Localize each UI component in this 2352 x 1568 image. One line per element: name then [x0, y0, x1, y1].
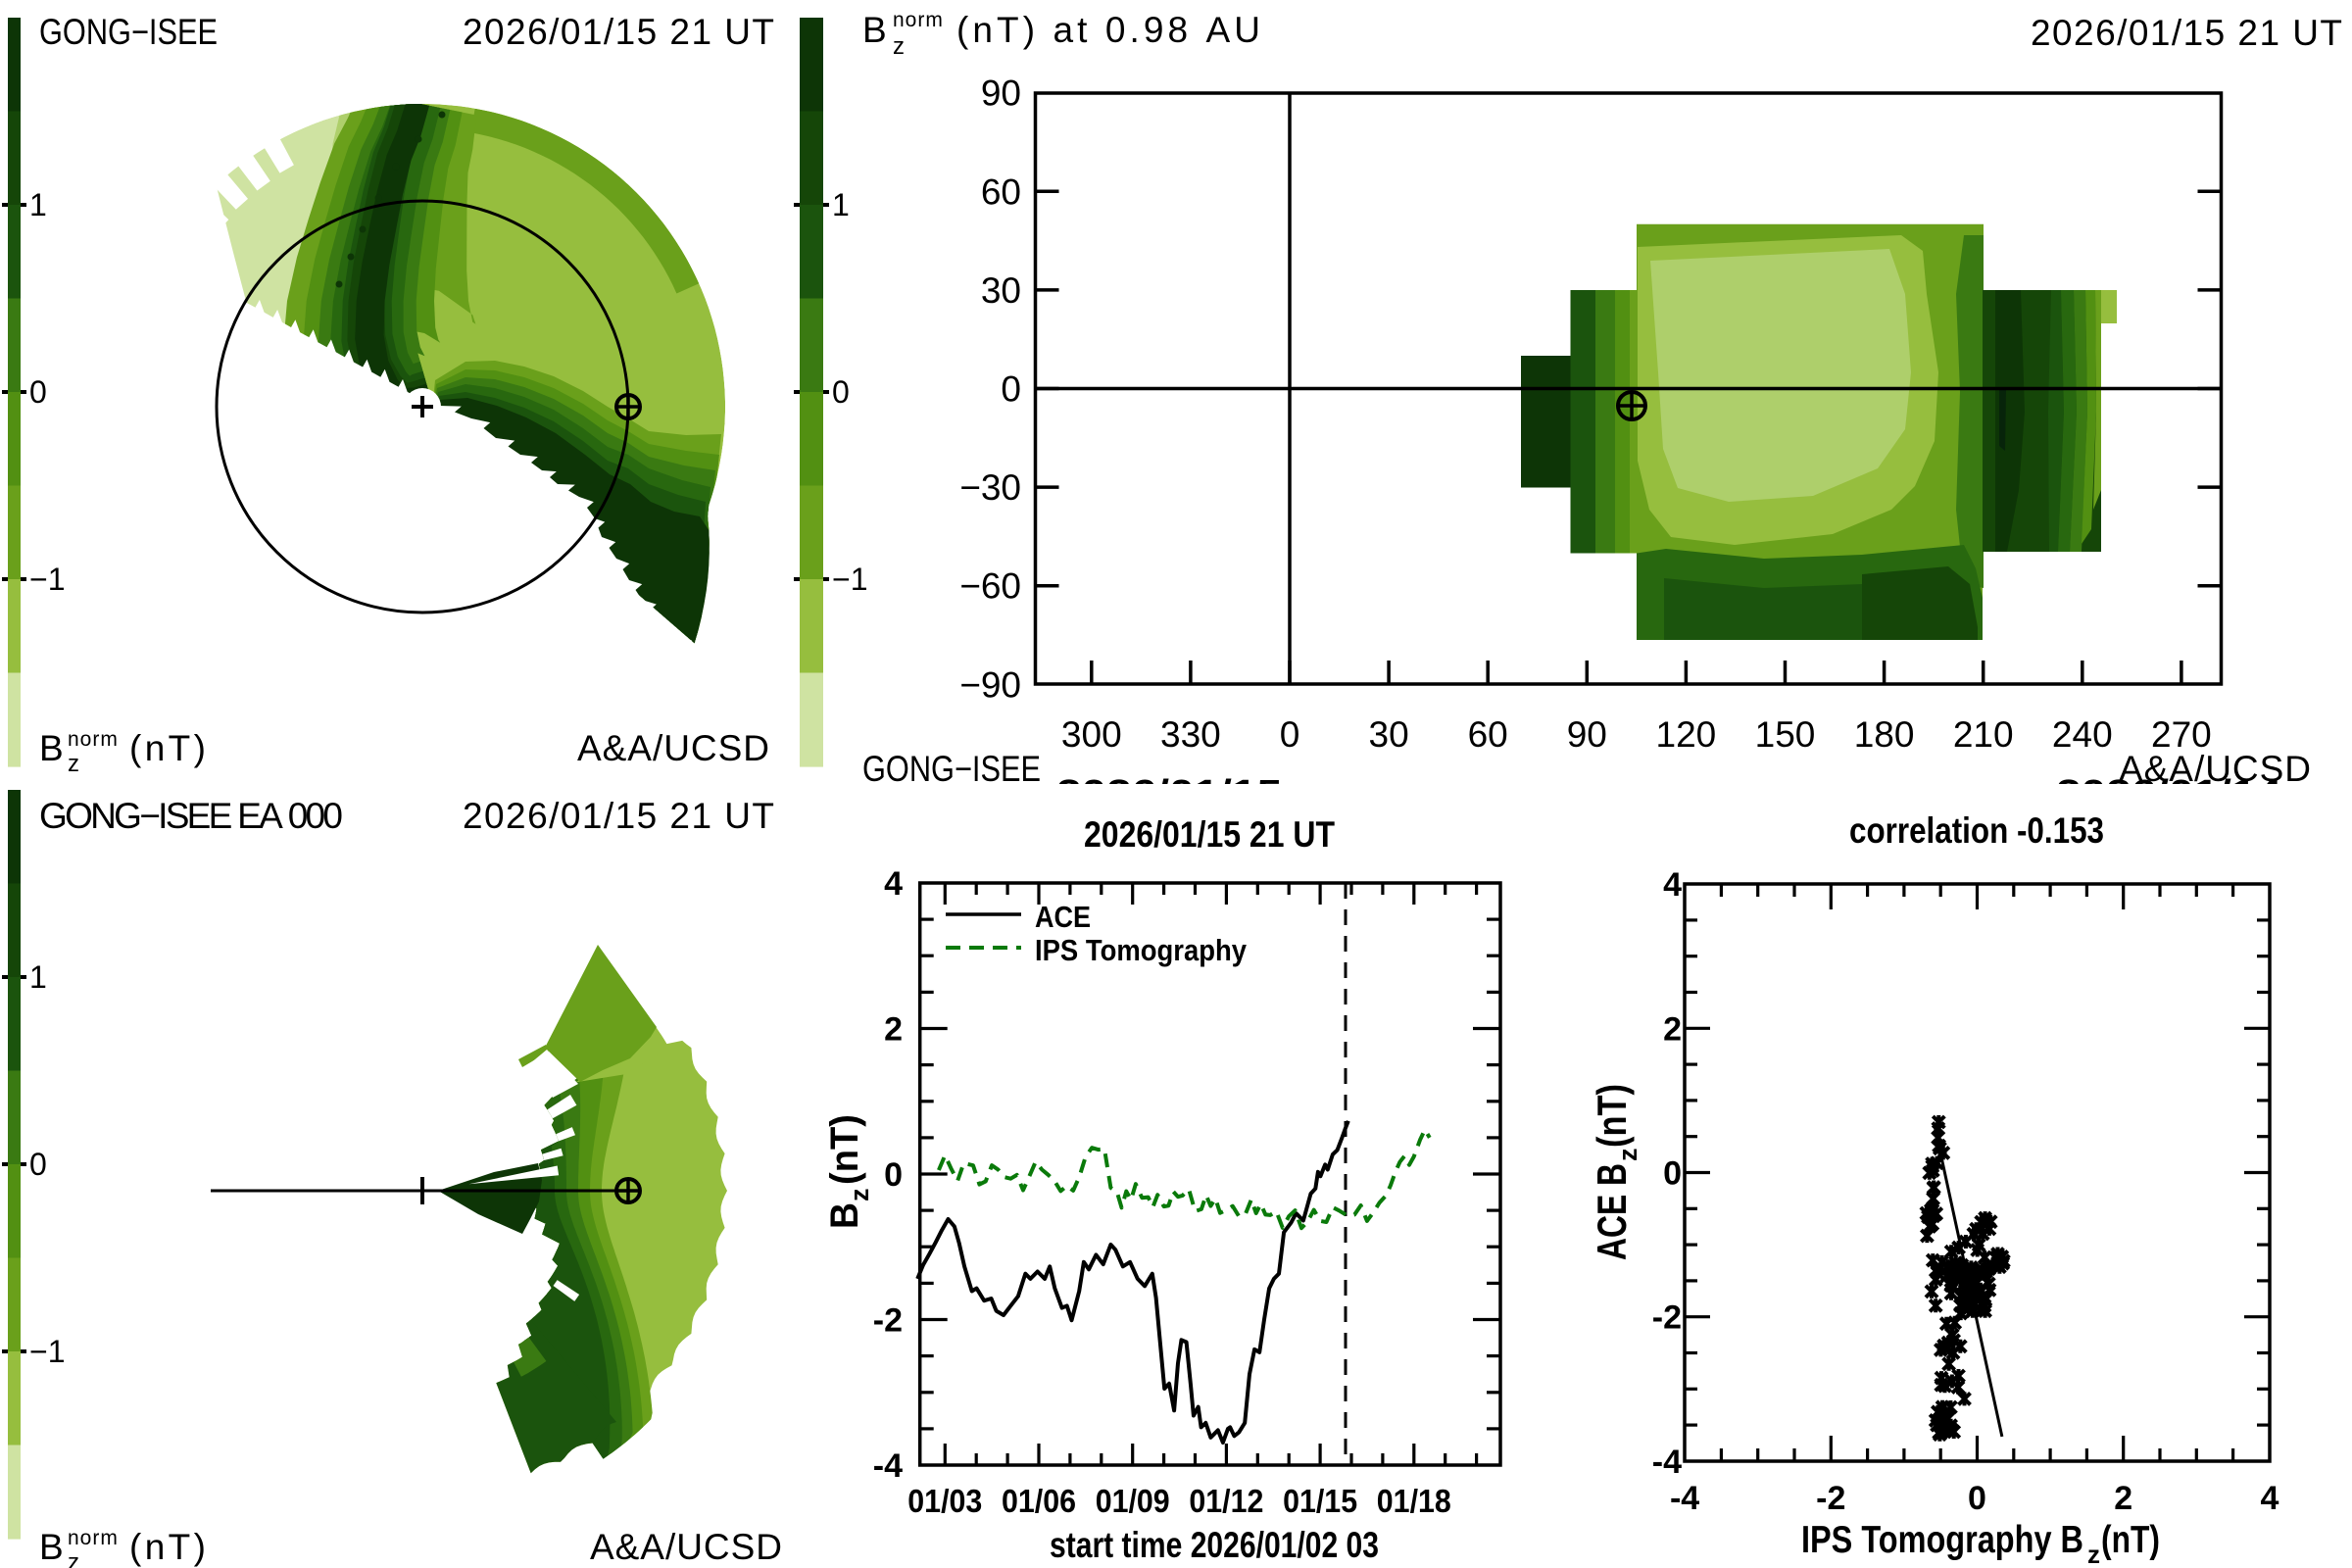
- svg-text:correlation -0.153: correlation -0.153: [1849, 810, 2104, 851]
- svg-text:0: 0: [1001, 369, 1021, 410]
- svg-text:GONG−ISEE: GONG−ISEE: [39, 12, 218, 52]
- svg-text:ACE: ACE: [1035, 900, 1091, 934]
- svg-text:−1: −1: [832, 562, 867, 597]
- svg-text:2026/01/15: 2026/01/15: [1056, 773, 1282, 814]
- svg-text:01/06: 01/06: [1002, 1483, 1076, 1519]
- svg-text:4: 4: [2260, 1480, 2278, 1517]
- svg-text:(nT): (nT): [2101, 1519, 2160, 1561]
- svg-text:start time 2026/01/02 03: start time 2026/01/02 03: [1050, 1525, 1379, 1565]
- svg-text:B: B: [39, 728, 64, 768]
- svg-text:IPS Tomography: IPS Tomography: [1035, 933, 1248, 967]
- svg-text:0: 0: [29, 1147, 47, 1182]
- svg-text:1: 1: [29, 959, 47, 995]
- svg-text:270: 270: [2151, 714, 2212, 755]
- svg-text:2026/01/15 21 UT: 2026/01/15 21 UT: [463, 12, 774, 52]
- svg-text:2026/01/15 21 UT: 2026/01/15 21 UT: [1084, 814, 1335, 855]
- svg-text:(nT): (nT): [129, 728, 206, 768]
- svg-text:1: 1: [832, 187, 850, 222]
- svg-text:2026/01/15 21 UT: 2026/01/15 21 UT: [2031, 13, 2342, 53]
- svg-text:IPS Tomography B: IPS Tomography B: [1801, 1519, 2083, 1561]
- svg-text:240: 240: [2052, 714, 2113, 755]
- svg-text:(nT): (nT): [129, 1527, 206, 1567]
- svg-text:(nT) at 0.98 AU: (nT) at 0.98 AU: [956, 10, 1260, 50]
- svg-text:180: 180: [1854, 714, 1915, 755]
- svg-text:ACE B: ACE B: [1589, 1163, 1635, 1260]
- svg-text:330: 330: [1160, 714, 1221, 755]
- svg-text:60: 60: [1468, 714, 1508, 755]
- svg-text:−90: −90: [959, 664, 1021, 705]
- svg-text:0: 0: [29, 374, 47, 410]
- svg-text:z: z: [68, 751, 79, 777]
- svg-text:2: 2: [1663, 1010, 1682, 1048]
- svg-text:90: 90: [1567, 714, 1607, 755]
- svg-text:150: 150: [1755, 714, 1816, 755]
- svg-text:(nT): (nT): [823, 1114, 866, 1185]
- svg-text:90: 90: [981, 74, 1021, 114]
- svg-text:2026/01/15 21 UT: 2026/01/15 21 UT: [463, 796, 774, 836]
- svg-text:-2: -2: [1816, 1480, 1845, 1517]
- svg-text:0: 0: [1968, 1480, 1986, 1517]
- svg-text:z: z: [845, 1189, 874, 1202]
- svg-text:120: 120: [1656, 714, 1717, 755]
- svg-text:GONG−ISEE: GONG−ISEE: [862, 749, 1041, 789]
- svg-text:A&A/UCSD: A&A/UCSD: [577, 728, 769, 768]
- svg-text:norm: norm: [68, 1527, 119, 1549]
- svg-text:-4: -4: [873, 1447, 903, 1485]
- svg-text:01/15: 01/15: [1283, 1483, 1357, 1519]
- svg-text:300: 300: [1061, 714, 1122, 755]
- svg-text:norm: norm: [893, 9, 944, 31]
- svg-text:z: z: [2087, 1540, 2100, 1568]
- svg-text:−60: −60: [959, 566, 1021, 607]
- svg-text:60: 60: [981, 172, 1021, 212]
- svg-text:30: 30: [1369, 714, 1409, 755]
- svg-text:B: B: [823, 1202, 866, 1229]
- svg-text:210: 210: [1953, 714, 2014, 755]
- svg-text:0: 0: [1280, 714, 1300, 755]
- svg-text:−30: −30: [959, 467, 1021, 508]
- svg-text:4: 4: [884, 865, 903, 903]
- svg-text:01/09: 01/09: [1096, 1483, 1170, 1519]
- svg-text:4: 4: [1663, 866, 1682, 904]
- svg-text:-2: -2: [1652, 1299, 1682, 1337]
- svg-text:-4: -4: [1652, 1444, 1682, 1481]
- svg-text:2: 2: [884, 1011, 903, 1049]
- svg-text:A&A/UCSD: A&A/UCSD: [590, 1527, 782, 1567]
- svg-text:norm: norm: [68, 728, 119, 751]
- svg-text:−1: −1: [29, 562, 65, 597]
- svg-text:01/18: 01/18: [1377, 1483, 1451, 1519]
- svg-text:z: z: [68, 1549, 79, 1568]
- svg-text:2: 2: [2114, 1480, 2132, 1517]
- svg-text:01/03: 01/03: [907, 1483, 982, 1519]
- svg-text:z: z: [893, 33, 905, 60]
- svg-text:A&A/UCSD: A&A/UCSD: [2119, 749, 2311, 789]
- svg-text:-4: -4: [1670, 1480, 1699, 1517]
- svg-text:B: B: [862, 10, 887, 50]
- svg-text:z: z: [1613, 1149, 1642, 1162]
- svg-text:01/12: 01/12: [1189, 1483, 1263, 1519]
- svg-text:−1: −1: [29, 1334, 65, 1369]
- svg-text:GONG−ISEE EA 000: GONG−ISEE EA 000: [39, 796, 343, 836]
- svg-text:(nT): (nT): [1589, 1084, 1635, 1148]
- svg-text:2026/01/14: 2026/01/14: [2056, 773, 2281, 814]
- svg-text:0: 0: [832, 374, 850, 410]
- svg-text:-2: -2: [873, 1302, 903, 1340]
- svg-text:0: 0: [884, 1156, 903, 1194]
- svg-text:1: 1: [29, 187, 47, 222]
- svg-text:0: 0: [1663, 1155, 1682, 1193]
- svg-text:B: B: [39, 1527, 64, 1567]
- svg-text:30: 30: [981, 270, 1021, 311]
